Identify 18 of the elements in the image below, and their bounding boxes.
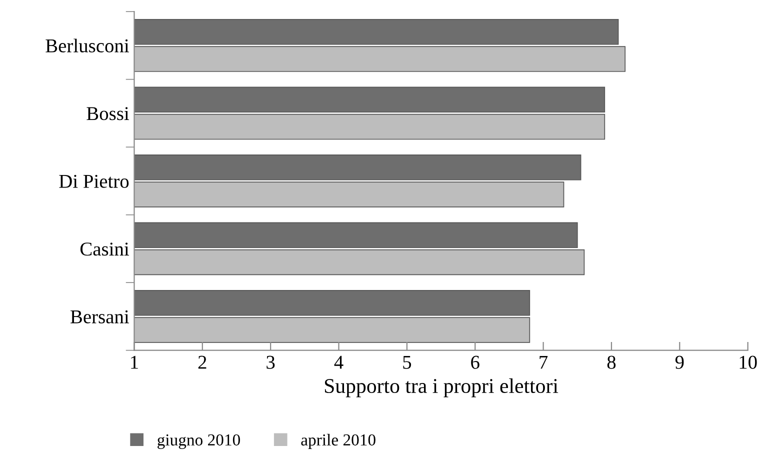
x-tick-label: 6 <box>471 356 480 369</box>
y-tick-label: Casini <box>80 242 129 256</box>
y-tick-label: Berlusconi <box>46 38 129 52</box>
x-tick-label: 4 <box>334 356 344 369</box>
x-tick-label: 1 <box>131 356 138 369</box>
legend-label: giugno 2010 <box>158 434 240 449</box>
x-tick-label: 9 <box>675 356 684 369</box>
x-tick-label: 2 <box>198 356 206 369</box>
x-tick-label: 10 <box>740 356 757 369</box>
legend-label: aprile 2010 <box>301 434 376 449</box>
x-tick-label: 5 <box>403 356 412 369</box>
x-tick-label: 3 <box>266 356 275 369</box>
x-axis-title: Supporto tra i propri elettori <box>324 378 558 398</box>
x-tick-label: 8 <box>607 356 616 369</box>
y-tick-label: Di Pietro <box>59 174 129 188</box>
y-tick-label: Bossi <box>86 107 129 120</box>
x-tick-label: 7 <box>540 356 548 369</box>
y-tick-label: Bersani <box>70 310 129 324</box>
